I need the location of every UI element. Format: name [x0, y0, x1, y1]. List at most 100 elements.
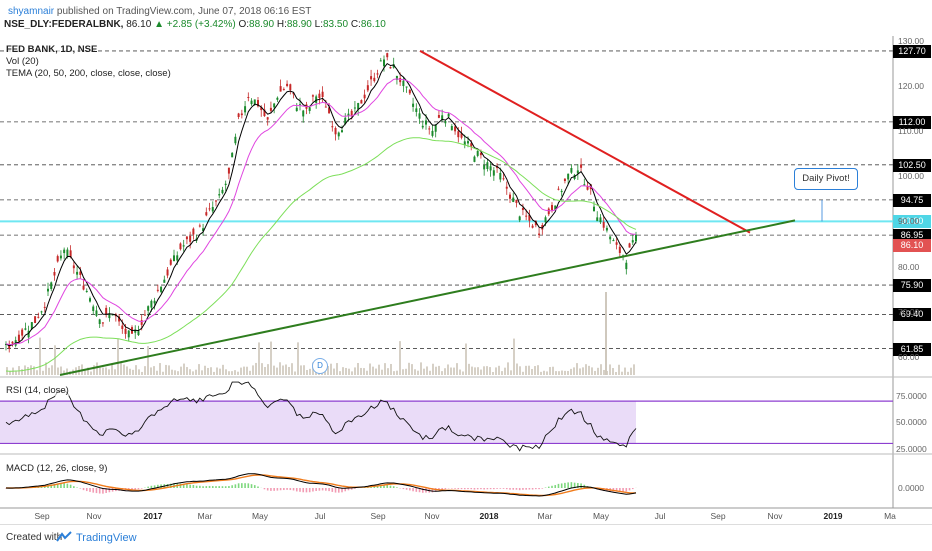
macd-histogram-bar	[551, 486, 553, 488]
volume-legend[interactable]: Vol (20)	[6, 56, 39, 67]
candle-body	[503, 178, 505, 179]
time-axis-tick: Sep	[370, 511, 385, 521]
macd-histogram-bar	[529, 488, 531, 490]
macd-histogram-bar	[632, 488, 634, 489]
candle-body	[238, 114, 240, 117]
rsi-legend[interactable]: RSI (14, close)	[6, 385, 69, 396]
candle-body	[451, 126, 453, 130]
volume-bar	[279, 362, 281, 375]
volume-bar	[246, 367, 248, 375]
volume-bar	[441, 371, 443, 375]
price-axis-tick: 90.00	[898, 216, 919, 226]
macd-histogram-bar	[461, 488, 463, 489]
volume-bar	[369, 363, 371, 375]
author-link[interactable]: shyamnair	[8, 6, 54, 17]
time-axis-tick: May	[252, 511, 268, 521]
volume-bar	[615, 372, 617, 375]
volume-bar	[477, 367, 479, 375]
macd-histogram-bar	[567, 482, 569, 488]
macd-histogram-bar	[322, 488, 324, 490]
price-chart[interactable]	[0, 36, 932, 524]
volume-bar	[390, 364, 392, 375]
macd-histogram-bar	[96, 488, 98, 493]
candle-body	[267, 117, 269, 119]
candle-body	[490, 166, 492, 170]
volume-bar	[129, 369, 131, 375]
low-label: L:	[315, 19, 323, 30]
volume-bar	[549, 367, 551, 375]
volume-bar	[219, 369, 221, 375]
candle-body	[154, 301, 156, 304]
macd-histogram-bar	[454, 488, 456, 489]
macd-histogram-bar	[319, 488, 321, 491]
candle-body	[364, 95, 366, 99]
macd-histogram-bar	[70, 485, 72, 488]
macd-histogram-bar	[264, 488, 266, 489]
high-value: 88.90	[287, 19, 312, 30]
macd-histogram-bar	[622, 488, 624, 492]
candle-body	[102, 322, 104, 323]
volume-bar	[513, 339, 515, 375]
volume-bar	[288, 367, 290, 375]
volume-bar	[624, 368, 626, 375]
volume-bar	[363, 368, 365, 375]
macd-histogram-bar	[280, 488, 282, 490]
macd-histogram-bar	[338, 488, 340, 493]
candle-body	[92, 306, 94, 311]
candle-body	[179, 244, 181, 250]
candle-body	[37, 317, 39, 318]
macd-histogram-bar	[222, 486, 224, 488]
macd-histogram-bar	[467, 488, 469, 489]
volume-bar	[360, 368, 362, 375]
macd-histogram-bar	[215, 486, 217, 488]
macd-histogram-bar	[80, 488, 82, 489]
volume-bar	[375, 369, 377, 375]
macd-histogram-bar	[218, 486, 220, 488]
macd-legend[interactable]: MACD (12, 26, close, 9)	[6, 463, 107, 474]
candle-body	[125, 329, 127, 334]
macd-histogram-bar	[73, 486, 75, 488]
candle-body	[377, 73, 379, 74]
candle-body	[183, 245, 185, 246]
volume-bar	[213, 372, 215, 375]
candle-body	[199, 225, 201, 226]
tema-legend[interactable]: TEMA (20, 50, 200, close, close, close)	[6, 68, 171, 79]
volume-bar	[225, 369, 227, 375]
candle-body	[276, 98, 278, 100]
dividend-marker[interactable]: D	[312, 358, 328, 374]
volume-bar	[600, 364, 602, 375]
macd-histogram-bar	[228, 486, 230, 488]
macd-histogram-bar	[445, 488, 447, 489]
macd-histogram-bar	[225, 486, 227, 488]
price-axis-tick: 70.00	[898, 307, 919, 317]
candle-body	[370, 76, 372, 79]
rsi-axis-tick: 50.0000	[896, 417, 927, 427]
candle-body	[309, 107, 311, 111]
volume-bar	[159, 363, 161, 375]
macd-histogram-bar	[86, 488, 88, 491]
candle-body	[570, 168, 572, 173]
candle-body	[283, 89, 285, 90]
volume-bar	[258, 342, 260, 375]
volume-bar	[276, 368, 278, 375]
candle-body	[499, 173, 501, 180]
volume-bar	[252, 365, 254, 375]
macd-histogram-bar	[193, 485, 195, 488]
volume-bar	[618, 365, 620, 375]
candle-body	[41, 311, 43, 312]
volume-bar	[516, 364, 518, 375]
candle-body	[567, 174, 569, 180]
volume-bar	[261, 363, 263, 375]
tradingview-brand[interactable]: TradingView	[76, 532, 137, 544]
macd-histogram-bar	[199, 486, 201, 488]
publish-info: shyamnair published on TradingView.com, …	[8, 6, 311, 17]
volume-bar	[270, 342, 272, 375]
volume-bar	[345, 368, 347, 375]
macd-histogram-bar	[335, 488, 337, 493]
macd-histogram-bar	[206, 486, 208, 488]
volume-bar	[378, 365, 380, 375]
candle-body	[593, 207, 595, 211]
high-label: H:	[277, 19, 287, 30]
macd-histogram-bar	[138, 488, 140, 489]
macd-histogram-bar	[92, 488, 94, 493]
